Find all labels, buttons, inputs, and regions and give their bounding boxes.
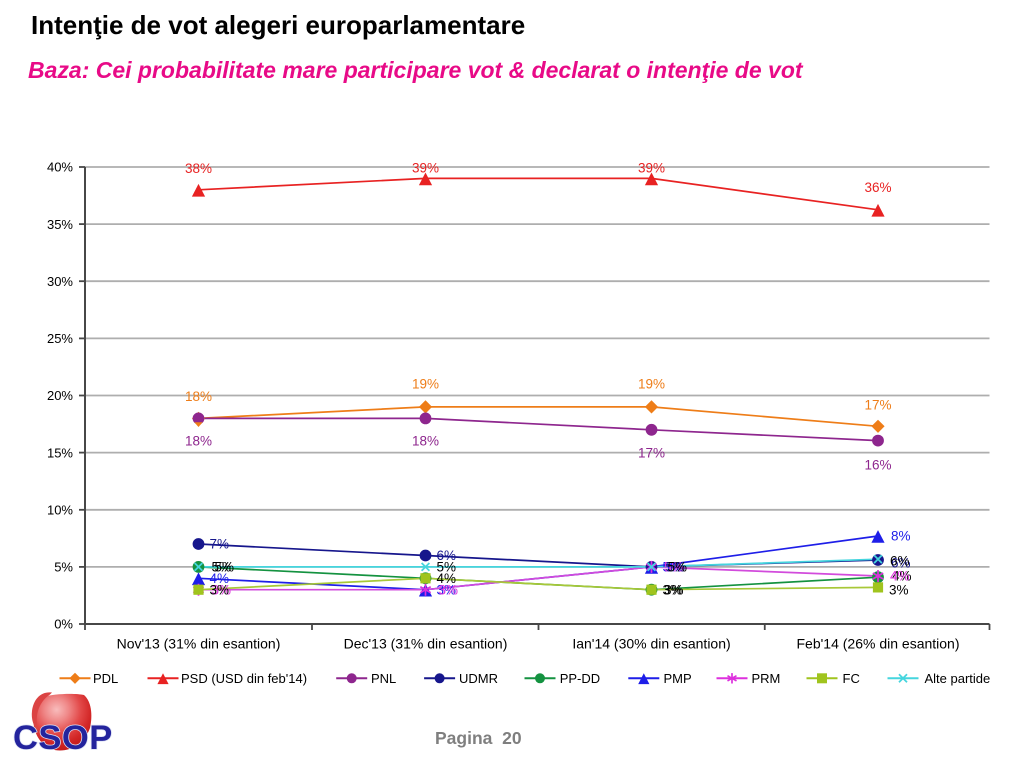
svg-text:3%: 3%: [437, 582, 457, 597]
svg-text:15%: 15%: [47, 445, 73, 460]
svg-text:PNL: PNL: [371, 671, 396, 686]
svg-text:4%: 4%: [210, 571, 230, 586]
svg-text:Feb'14 (26% din esantion): Feb'14 (26% din esantion): [797, 636, 960, 652]
svg-text:5%: 5%: [666, 560, 686, 575]
svg-text:6%: 6%: [437, 548, 457, 563]
svg-text:PP-DD: PP-DD: [560, 671, 600, 686]
svg-text:PDL: PDL: [93, 671, 118, 686]
svg-text:7%: 7%: [210, 537, 230, 552]
svg-text:3%: 3%: [663, 582, 683, 597]
svg-text:18%: 18%: [412, 433, 439, 448]
svg-text:3%: 3%: [212, 582, 232, 597]
svg-text:19%: 19%: [638, 376, 665, 391]
svg-text:Dec'13 (31% din esantion): Dec'13 (31% din esantion): [344, 636, 508, 652]
svg-text:5%: 5%: [215, 560, 235, 575]
svg-text:UDMR: UDMR: [459, 671, 498, 686]
svg-text:39%: 39%: [412, 160, 439, 175]
svg-text:CSOP: CSOP: [13, 719, 113, 757]
svg-text:3%: 3%: [439, 582, 459, 597]
svg-text:16%: 16%: [864, 458, 891, 473]
svg-text:6%: 6%: [890, 554, 910, 569]
svg-text:PSD (USD din feb'14): PSD (USD din feb'14): [181, 671, 307, 686]
svg-text:Ian'14 (30% din esantion): Ian'14 (30% din esantion): [572, 636, 730, 652]
svg-text:38%: 38%: [185, 161, 212, 176]
svg-text:4%: 4%: [892, 569, 912, 584]
svg-text:0%: 0%: [54, 617, 73, 632]
svg-text:5%: 5%: [663, 560, 683, 575]
svg-text:PRM: PRM: [752, 671, 781, 686]
svg-text:35%: 35%: [47, 217, 73, 232]
svg-text:30%: 30%: [47, 274, 73, 289]
svg-text:25%: 25%: [47, 331, 73, 346]
svg-text:3%: 3%: [210, 582, 230, 597]
svg-text:Nov'13 (31% din esantion): Nov'13 (31% din esantion): [117, 636, 281, 652]
svg-text:39%: 39%: [638, 160, 665, 175]
svg-text:FC: FC: [843, 671, 860, 686]
svg-text:17%: 17%: [638, 445, 665, 460]
svg-text:6%: 6%: [891, 555, 911, 570]
svg-text:3%: 3%: [664, 582, 684, 597]
svg-text:20%: 20%: [47, 388, 73, 403]
svg-text:5%: 5%: [54, 560, 73, 575]
svg-text:36%: 36%: [864, 180, 891, 195]
svg-text:18%: 18%: [185, 433, 212, 448]
svg-text:18%: 18%: [185, 389, 212, 404]
svg-text:3%: 3%: [889, 582, 909, 597]
svg-text:5%: 5%: [212, 560, 232, 575]
svg-text:4%: 4%: [437, 571, 457, 586]
svg-text:19%: 19%: [412, 376, 439, 391]
svg-text:8%: 8%: [891, 529, 911, 544]
svg-text:10%: 10%: [47, 503, 73, 518]
svg-text:5%: 5%: [664, 560, 684, 575]
svg-text:17%: 17%: [864, 398, 891, 413]
svg-text:Alte partide: Alte partide: [925, 671, 991, 686]
svg-text:PMP: PMP: [664, 671, 692, 686]
svg-text:5%: 5%: [668, 560, 688, 575]
svg-text:5%: 5%: [437, 560, 457, 575]
svg-text:4%: 4%: [890, 569, 910, 584]
svg-text:40%: 40%: [47, 160, 73, 175]
